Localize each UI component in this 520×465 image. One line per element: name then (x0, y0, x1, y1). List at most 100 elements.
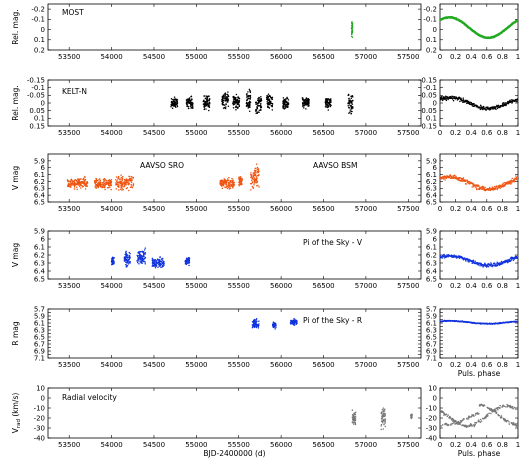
data-point (258, 320, 260, 322)
data-point (78, 180, 81, 182)
y-tick-label: 6.4 (426, 192, 438, 200)
data-point (238, 105, 241, 108)
data-point (234, 98, 236, 100)
data-point (497, 408, 499, 411)
y-tick-label: 6.4 (34, 192, 46, 200)
data-point (84, 175, 86, 178)
data-point (120, 176, 123, 179)
data-point (160, 258, 163, 260)
data-point (99, 185, 102, 188)
data-point (347, 105, 349, 107)
data-point (380, 428, 382, 431)
data-point (327, 97, 329, 100)
data-point (383, 415, 386, 418)
data-point (478, 185, 480, 188)
plot-frame (47, 3, 422, 51)
data-point (500, 415, 503, 417)
data-point (129, 178, 131, 180)
x-tick-label: 57500 (397, 441, 419, 449)
data-point (305, 103, 308, 106)
data-point (121, 189, 123, 191)
data-point (459, 177, 461, 179)
data-point (287, 99, 290, 101)
y-tick-label: 6.7 (426, 340, 437, 348)
data-point (105, 181, 108, 184)
x-tick-label: 56000 (270, 53, 292, 61)
data-point (324, 105, 327, 108)
data-point (470, 101, 473, 104)
y-tick-label: 6.4 (426, 267, 438, 275)
data-point (120, 174, 122, 176)
x-tick-label: 55500 (228, 53, 250, 61)
data-point (187, 258, 189, 260)
data-point (303, 107, 305, 109)
y-tick-label: -0.1 (423, 84, 437, 92)
x-tick-label: 54000 (100, 53, 122, 61)
y-tick-label: 5.7 (34, 305, 45, 313)
y-tick-label: -0.15 (27, 76, 45, 84)
data-point (130, 181, 133, 183)
data-point (208, 102, 211, 104)
data-point (460, 97, 462, 100)
data-point (470, 415, 473, 418)
data-point (266, 105, 269, 108)
data-point (249, 104, 251, 107)
data-point (248, 88, 251, 91)
data-point (107, 184, 110, 187)
data-point (123, 258, 126, 260)
data-point (479, 107, 481, 109)
x-tick-label: 0.8 (497, 129, 508, 137)
data-point (286, 96, 288, 99)
x-tick-label: 0.4 (466, 53, 478, 61)
data-point (303, 99, 306, 102)
data-point (460, 420, 463, 423)
data-point (352, 419, 355, 421)
data-point (127, 263, 130, 265)
data-point (494, 411, 497, 413)
data-point (506, 403, 508, 406)
data-point (286, 102, 289, 105)
data-point (488, 412, 490, 415)
data-point (173, 96, 176, 98)
data-point (247, 105, 249, 107)
data-point (142, 253, 145, 255)
data-point (120, 182, 123, 185)
y-tick-label: 6.5 (426, 275, 437, 283)
x-tick-label: 55000 (185, 53, 207, 61)
data-point (126, 187, 129, 189)
data-point (231, 182, 234, 184)
data-point (125, 183, 127, 185)
data-point (258, 104, 260, 107)
data-point (119, 178, 122, 180)
data-point (136, 261, 139, 264)
y-tick-label: 10 (428, 384, 437, 392)
data-point (67, 183, 70, 185)
x-tick-label: 1 (516, 129, 520, 137)
data-point (493, 264, 495, 267)
data-point (255, 319, 257, 321)
data-point (258, 109, 261, 111)
data-point (255, 179, 258, 181)
data-point (462, 101, 464, 104)
y-tick-label: 6 (41, 235, 46, 243)
data-point (500, 263, 503, 265)
x-tick-label: 0.6 (481, 129, 493, 137)
x-tick-label: 0.4 (466, 282, 478, 290)
data-point (516, 424, 518, 426)
data-point (490, 412, 492, 415)
data-point (204, 105, 206, 108)
data-point (128, 262, 131, 264)
data-point (161, 265, 164, 267)
data-points (351, 407, 413, 431)
data-point (446, 415, 449, 418)
data-point (256, 185, 258, 187)
x-tick-label: 0.2 (450, 129, 461, 137)
data-point (495, 187, 497, 189)
data-point (85, 183, 88, 186)
data-point (293, 317, 295, 320)
data-point (70, 178, 73, 181)
data-point (186, 104, 188, 106)
data-point (76, 180, 78, 183)
data-point (235, 93, 238, 96)
data-point (381, 415, 383, 418)
